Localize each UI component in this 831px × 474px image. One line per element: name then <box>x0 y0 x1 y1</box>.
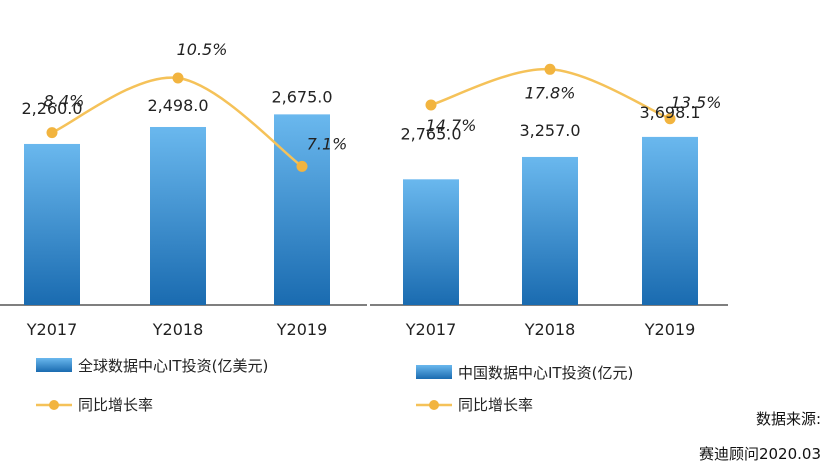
bar-value-label: 2,260.0 <box>21 99 82 118</box>
legend-line-label: 同比增长率 <box>458 396 533 414</box>
growth-rate-label: 8.4% <box>44 92 85 111</box>
growth-rate-label: 17.8% <box>525 83 576 102</box>
source-label: 数据来源: <box>755 410 821 428</box>
legend-bar-label: 全球数据中心IT投资(亿美元) <box>78 357 268 375</box>
legend-line-marker <box>49 400 59 410</box>
bar-value-label: 3,698.1 <box>639 103 700 122</box>
bar-value-label: 2,765.0 <box>400 124 461 143</box>
bar-value-label: 2,498.0 <box>147 96 208 115</box>
bar-y2018 <box>150 126 206 306</box>
legend-bar-swatch <box>416 365 452 379</box>
chart-global-it-investment: 2,260.0 2,498.0 2,675.0 8.4% 10.5% 7.1% Y2017 Y… <box>0 40 367 414</box>
growth-rate-label: 7.1% <box>307 134 348 153</box>
bar-value-label: 3,257.0 <box>519 121 580 140</box>
bar-value-label: 2,675.0 <box>271 87 332 106</box>
x-tick-label: Y2019 <box>276 320 328 339</box>
source-org: 赛迪顾问2020.03 <box>698 445 821 463</box>
growth-rate-label: 10.5% <box>177 40 228 59</box>
growth-rate-point-y2018 <box>544 63 556 75</box>
growth-rate-label: 13.5% <box>671 93 722 112</box>
chart-china-it-investment: 2,765.0 3,257.0 3,698.1 14.7% 17.8% 13.5% Y201… <box>370 63 728 414</box>
x-tick-label: Y2018 <box>152 320 204 339</box>
growth-rate-label: 14.7% <box>426 116 477 135</box>
legend-line-marker <box>429 400 439 410</box>
x-tick-label: Y2017 <box>26 320 78 339</box>
bar-y2018 <box>522 156 578 305</box>
bar-y2017 <box>403 179 459 305</box>
legend-line-label: 同比增长率 <box>78 396 153 414</box>
growth-rate-point-y2019 <box>664 113 676 125</box>
growth-rate-point-y2018 <box>172 72 184 84</box>
bar-y2019 <box>642 136 698 305</box>
x-tick-label: Y2019 <box>644 320 696 339</box>
growth-rate-point-y2019 <box>296 160 308 172</box>
legend-bar-swatch <box>36 358 72 372</box>
bar-y2017 <box>24 143 80 305</box>
bar-y2019 <box>274 114 330 305</box>
growth-rate-point-y2017 <box>46 127 58 139</box>
x-tick-label: Y2017 <box>405 320 457 339</box>
growth-rate-point-y2017 <box>425 99 437 111</box>
legend-bar-label: 中国数据中心IT投资(亿元) <box>458 364 633 382</box>
x-tick-label: Y2018 <box>524 320 576 339</box>
